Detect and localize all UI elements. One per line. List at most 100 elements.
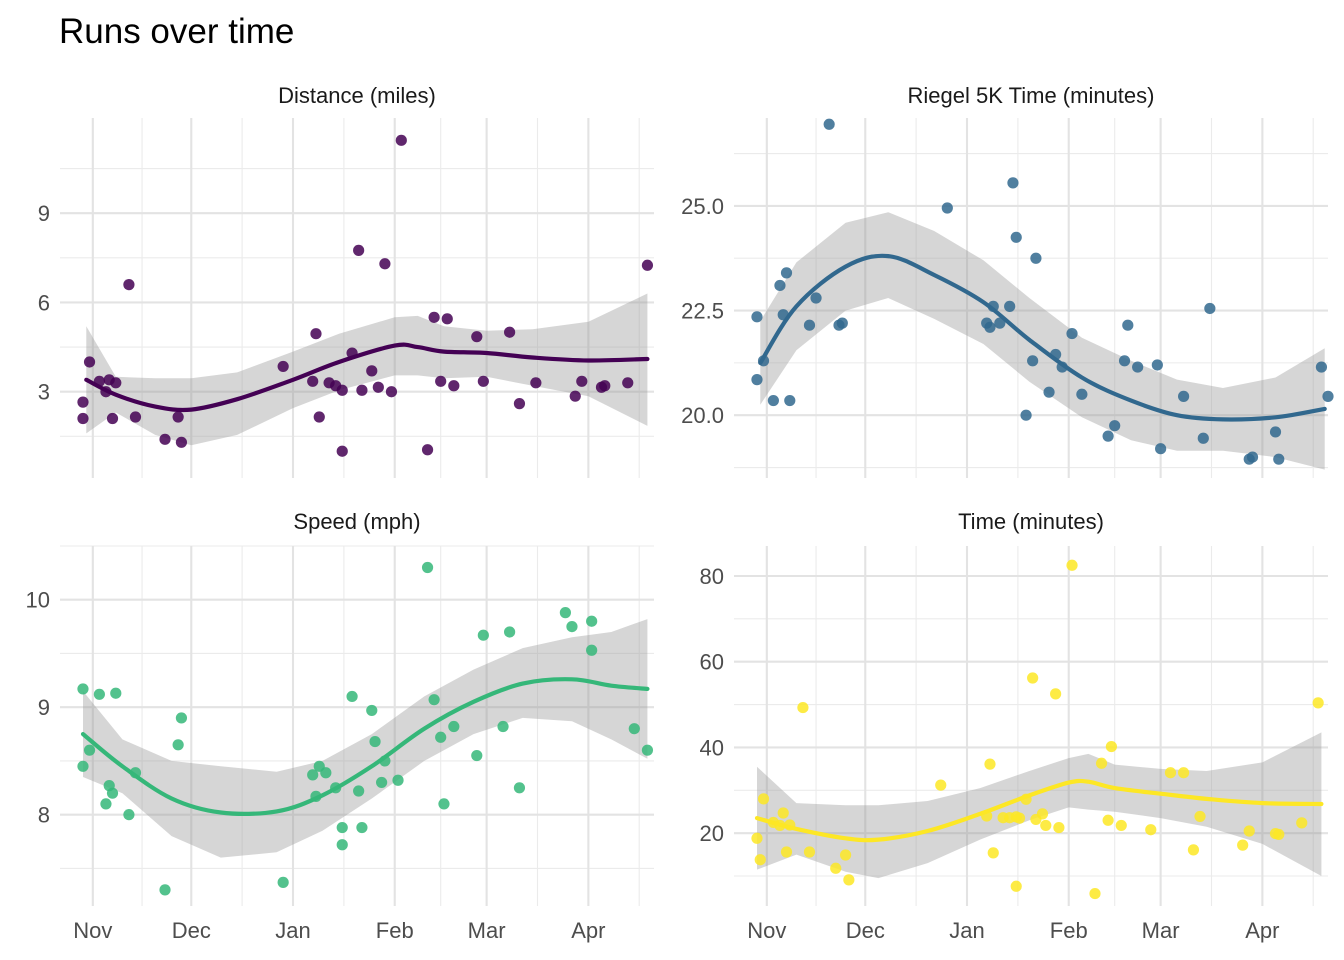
data-point <box>797 701 809 714</box>
x-tick-label: Feb <box>376 918 414 943</box>
data-point <box>83 356 96 368</box>
data-point <box>622 377 634 389</box>
x-tick-label: Jan <box>949 918 984 943</box>
data-point <box>1187 844 1200 856</box>
data-point <box>1197 432 1209 444</box>
data-point <box>477 375 489 387</box>
data-point <box>599 380 611 392</box>
data-point <box>435 375 447 387</box>
data-point <box>1115 819 1127 832</box>
data-point <box>310 328 322 340</box>
y-tick-label: 6 <box>38 290 50 315</box>
data-point <box>1027 672 1039 684</box>
x-tick-label: Feb <box>1050 918 1088 943</box>
data-point <box>376 776 388 789</box>
facet-panel-0: Distance (miles) 3 6 9 <box>38 83 654 478</box>
data-point <box>1312 697 1324 709</box>
x-tick-label: Nov <box>73 918 112 943</box>
data-point <box>366 704 378 717</box>
data-point <box>441 313 453 325</box>
data-point <box>784 394 796 407</box>
data-point <box>448 380 460 392</box>
data-point <box>1020 409 1032 421</box>
y-tick-label: 22.5 <box>681 299 724 324</box>
data-point <box>1269 426 1282 438</box>
data-point <box>336 821 348 834</box>
chart-title: Runs over time <box>59 12 294 51</box>
data-point <box>576 375 588 387</box>
data-point <box>277 876 289 888</box>
data-point <box>428 311 440 323</box>
y-tick-label: 60 <box>700 650 724 675</box>
y-tick-label: 20 <box>700 821 724 846</box>
data-point <box>1007 177 1019 189</box>
data-point <box>513 398 526 410</box>
data-point <box>346 690 358 703</box>
gridlines <box>60 545 654 906</box>
data-point <box>307 769 319 781</box>
facet-panel-1: Riegel 5K Time (minutes) 20.0 22.5 25.0 <box>681 83 1334 478</box>
data-point <box>1053 821 1065 834</box>
data-point <box>569 390 581 402</box>
data-point <box>159 433 171 445</box>
data-point <box>320 767 332 779</box>
data-point <box>336 445 348 457</box>
data-point <box>392 774 404 786</box>
data-point <box>421 561 434 574</box>
data-point <box>175 436 188 448</box>
data-point <box>843 874 855 886</box>
data-point <box>504 626 516 638</box>
data-point <box>106 787 119 799</box>
data-point <box>1132 361 1144 373</box>
data-point <box>428 694 440 706</box>
data-point <box>307 375 319 387</box>
data-point <box>530 377 542 389</box>
data-points <box>77 561 654 896</box>
data-point <box>395 134 407 146</box>
data-point <box>1151 359 1163 371</box>
data-point <box>1145 824 1157 836</box>
y-tick-label: 40 <box>700 735 724 760</box>
data-point <box>471 331 483 343</box>
data-point <box>641 259 654 271</box>
data-point <box>1076 388 1088 400</box>
data-point <box>1273 828 1285 841</box>
data-point <box>106 412 119 425</box>
data-point <box>77 683 89 695</box>
data-point <box>810 292 822 304</box>
data-point <box>777 807 789 819</box>
data-point <box>566 620 578 633</box>
data-point <box>767 394 779 407</box>
data-point <box>513 782 526 794</box>
data-point <box>987 847 999 859</box>
data-point <box>1246 451 1259 463</box>
data-point <box>1066 559 1078 571</box>
data-point <box>984 321 996 333</box>
data-point <box>803 319 816 331</box>
data-point <box>586 615 598 627</box>
x-tick-label: Dec <box>172 918 211 943</box>
data-point <box>1013 812 1026 824</box>
smooth-trend-line <box>754 778 1324 843</box>
facet-panel-3: Time (minutes) 20 40 60 80 Nov Dec Jan Feb Mar Apr <box>700 509 1328 943</box>
y-tick-label: 8 <box>38 803 50 828</box>
data-point <box>1273 453 1285 465</box>
data-point <box>159 884 171 896</box>
x-tick-label: Apr <box>1245 918 1279 943</box>
data-point <box>1102 430 1114 442</box>
data-point <box>1030 252 1042 264</box>
data-point <box>1010 231 1022 243</box>
data-point <box>379 258 391 270</box>
data-point <box>123 809 135 821</box>
data-point <box>994 317 1006 329</box>
data-point <box>751 374 763 386</box>
data-point <box>1102 814 1114 826</box>
confidence-band <box>760 212 1325 470</box>
data-point <box>751 832 763 844</box>
data-point <box>369 735 381 748</box>
data-point <box>1296 817 1308 829</box>
data-point <box>385 386 398 398</box>
data-point <box>421 444 434 456</box>
data-point <box>984 758 996 770</box>
x-tick-label: Apr <box>571 918 605 943</box>
